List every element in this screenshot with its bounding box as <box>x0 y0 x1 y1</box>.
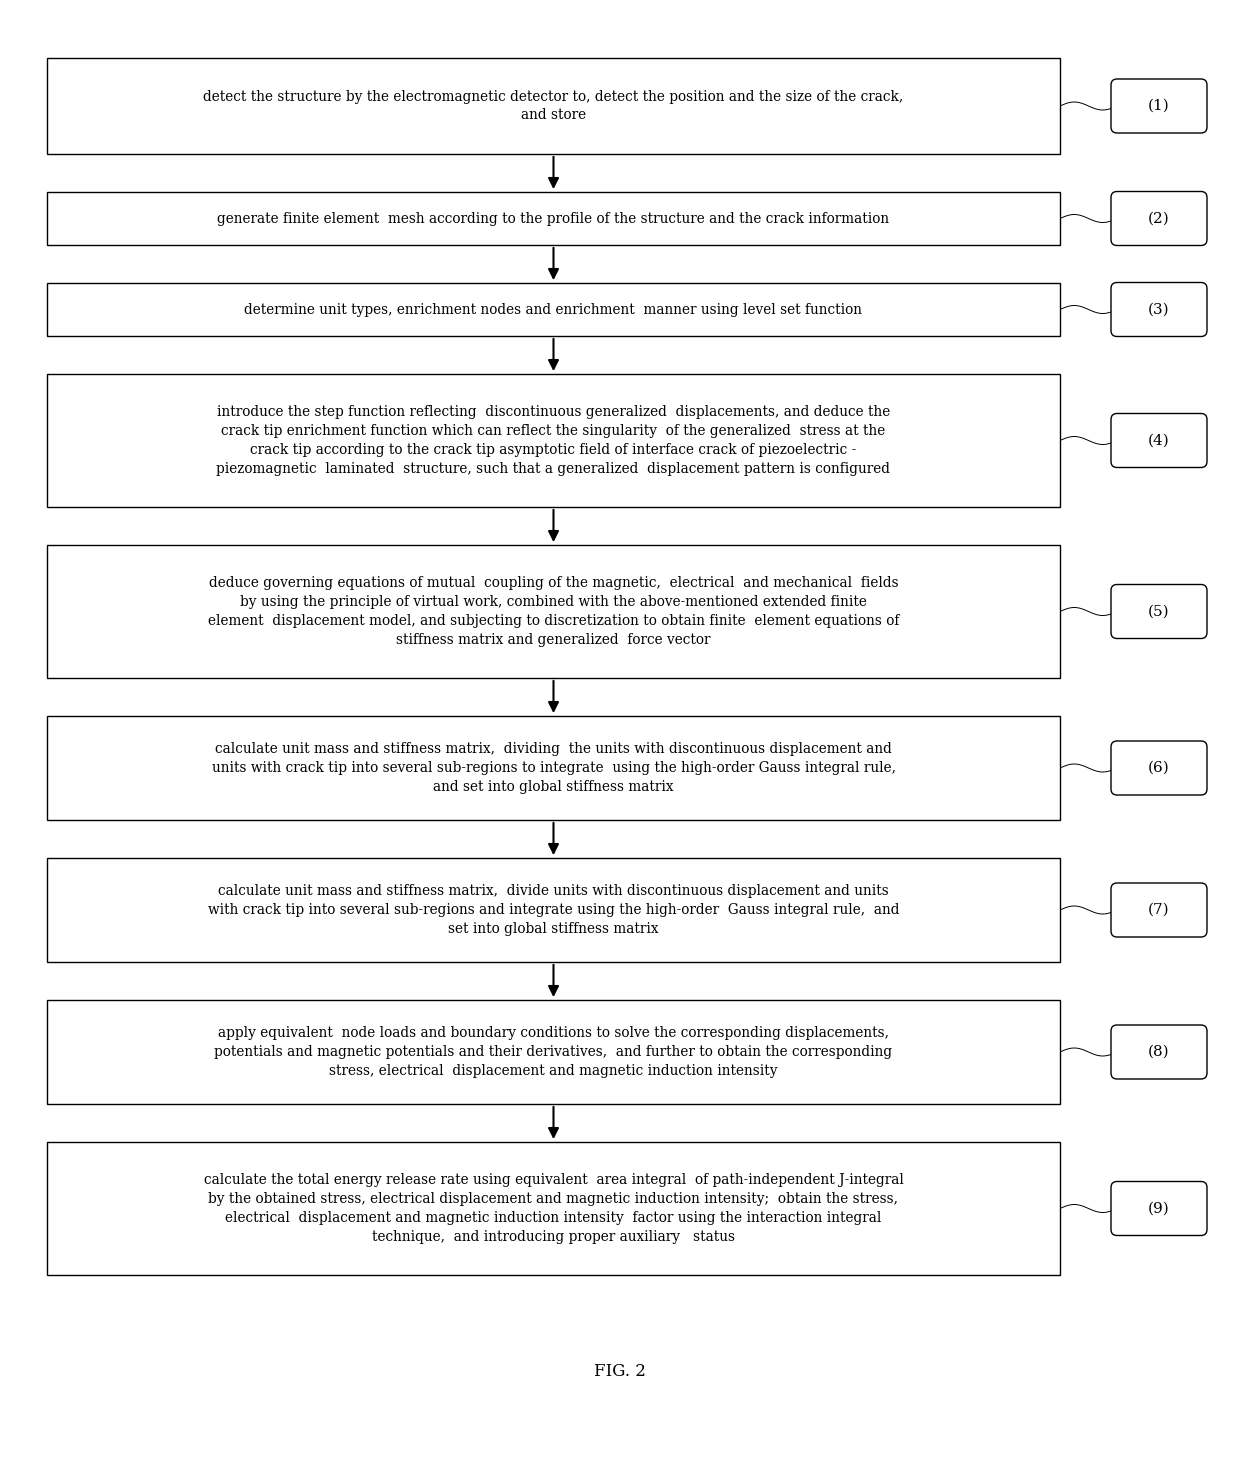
Text: determine unit types, enrichment nodes and enrichment  manner using level set fu: determine unit types, enrichment nodes a… <box>244 302 863 316</box>
FancyBboxPatch shape <box>47 375 1060 507</box>
Text: apply equivalent  node loads and boundary conditions to solve the corresponding : apply equivalent node loads and boundary… <box>215 1026 893 1077</box>
Text: deduce governing equations of mutual  coupling of the magnetic,  electrical  and: deduce governing equations of mutual cou… <box>208 576 899 647</box>
Text: detect the structure by the electromagnetic detector to, detect the position and: detect the structure by the electromagne… <box>203 89 904 122</box>
Text: (2): (2) <box>1148 211 1169 226</box>
FancyBboxPatch shape <box>1111 1025 1207 1079</box>
Text: (7): (7) <box>1148 903 1169 917</box>
FancyBboxPatch shape <box>47 716 1060 819</box>
FancyBboxPatch shape <box>1111 884 1207 937</box>
FancyBboxPatch shape <box>1111 191 1207 245</box>
FancyBboxPatch shape <box>1111 1181 1207 1235</box>
Text: (9): (9) <box>1148 1201 1169 1216</box>
Text: (4): (4) <box>1148 433 1169 448</box>
FancyBboxPatch shape <box>1111 741 1207 795</box>
FancyBboxPatch shape <box>47 192 1060 245</box>
Text: (1): (1) <box>1148 99 1169 114</box>
Text: (6): (6) <box>1148 761 1169 776</box>
Text: (5): (5) <box>1148 605 1169 618</box>
FancyBboxPatch shape <box>47 283 1060 335</box>
FancyBboxPatch shape <box>47 1000 1060 1104</box>
Text: FIG. 2: FIG. 2 <box>594 1362 646 1379</box>
FancyBboxPatch shape <box>47 857 1060 962</box>
FancyBboxPatch shape <box>1111 414 1207 468</box>
Text: (3): (3) <box>1148 302 1169 316</box>
FancyBboxPatch shape <box>47 1142 1060 1274</box>
Text: calculate the total energy release rate using equivalent  area integral  of path: calculate the total energy release rate … <box>203 1174 904 1244</box>
FancyBboxPatch shape <box>47 545 1060 678</box>
FancyBboxPatch shape <box>1111 585 1207 639</box>
Text: generate finite element  mesh according to the profile of the structure and the : generate finite element mesh according t… <box>217 211 889 226</box>
Text: (8): (8) <box>1148 1045 1169 1059</box>
FancyBboxPatch shape <box>1111 283 1207 337</box>
Text: calculate unit mass and stiffness matrix,  divide units with discontinuous displ: calculate unit mass and stiffness matrix… <box>208 884 899 936</box>
Text: introduce the step function reflecting  discontinuous generalized  displacements: introduce the step function reflecting d… <box>217 405 890 475</box>
Text: calculate unit mass and stiffness matrix,  dividing  the units with discontinuou: calculate unit mass and stiffness matrix… <box>212 742 895 795</box>
FancyBboxPatch shape <box>1111 79 1207 133</box>
FancyBboxPatch shape <box>47 58 1060 155</box>
